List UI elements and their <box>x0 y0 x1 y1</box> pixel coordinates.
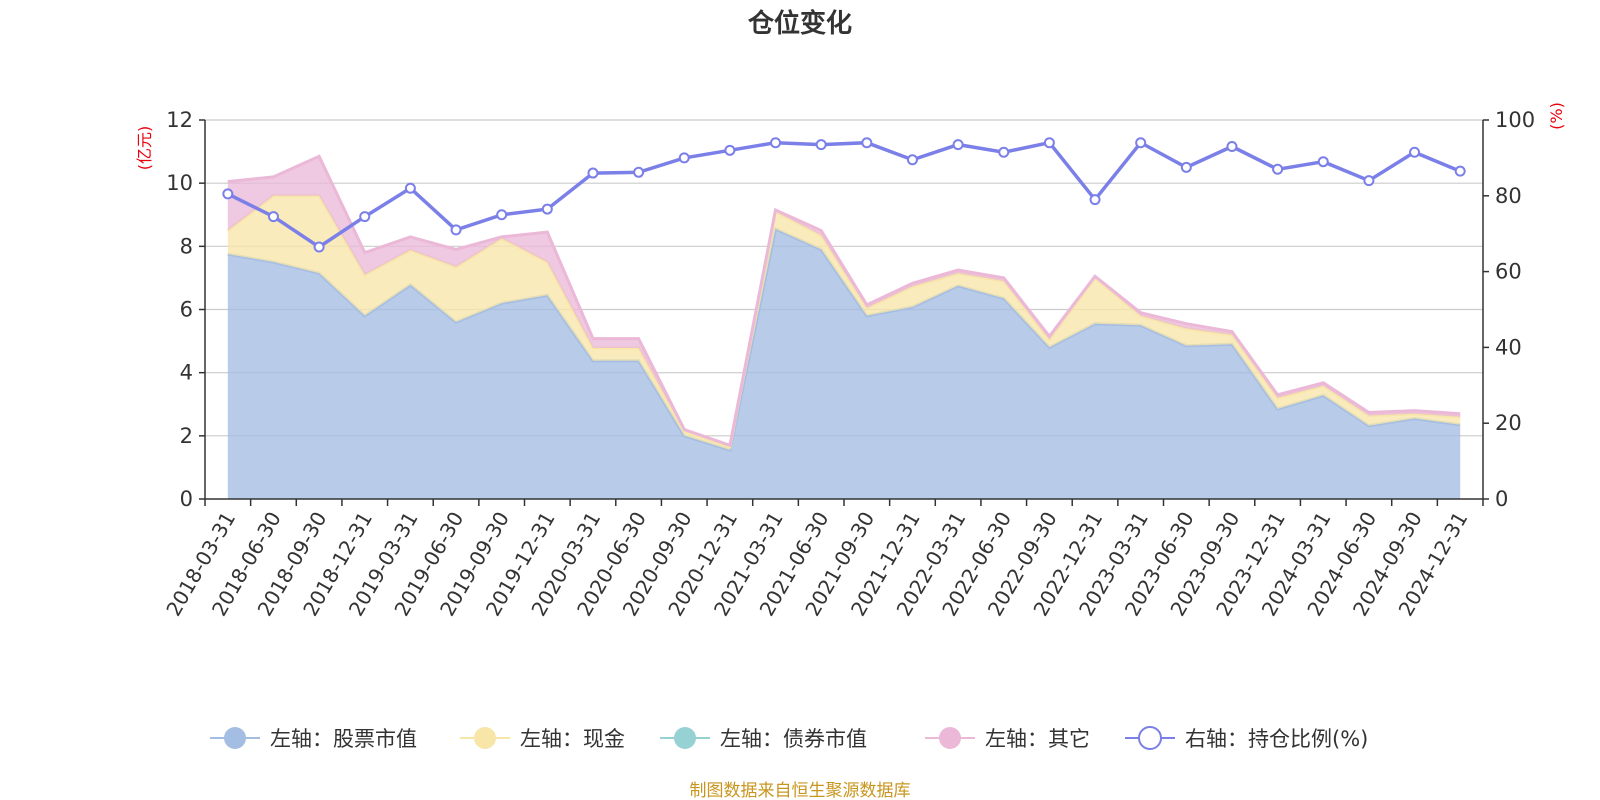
ratio-point <box>952 139 964 151</box>
right-tick-label: 100 <box>1495 108 1535 132</box>
legend-item-2: 左轴：债券市值 <box>660 727 867 751</box>
legend-marker <box>224 727 246 749</box>
legend-marker <box>1138 726 1162 750</box>
ratio-point <box>1317 156 1329 168</box>
ratio-point <box>1089 194 1101 206</box>
source-note: 制图数据来自恒生聚源数据库 <box>690 781 911 800</box>
ratio-point <box>222 188 234 200</box>
legend-marker <box>939 727 961 749</box>
legend-label: 左轴：债券市值 <box>720 727 867 751</box>
ratio-point <box>998 146 1010 158</box>
legend-label: 左轴：现金 <box>520 727 625 751</box>
ratio-point <box>359 211 371 223</box>
left-tick-label: 4 <box>180 361 193 385</box>
right-tick-label: 20 <box>1495 411 1522 435</box>
legend-item-3: 左轴：其它 <box>925 727 1090 751</box>
ratio-point <box>861 137 873 149</box>
ratio-point <box>633 166 645 178</box>
left-tick-label: 8 <box>180 234 193 258</box>
legend-marker <box>474 727 496 749</box>
left-tick-label: 6 <box>180 298 193 322</box>
ratio-point <box>906 154 918 166</box>
right-axis-unit: (%) <box>1547 102 1566 130</box>
stacked-areas <box>226 154 1461 499</box>
ratio-point <box>1226 141 1238 153</box>
ratio-point <box>678 152 690 164</box>
legend-label: 左轴：股票市值 <box>270 727 417 751</box>
right-tick-label: 0 <box>1495 487 1508 511</box>
ratio-point <box>724 144 736 156</box>
right-tick-label: 80 <box>1495 184 1522 208</box>
ratio-point <box>313 241 325 253</box>
ratio-point <box>450 224 462 236</box>
ratio-point <box>1409 146 1421 158</box>
right-tick-label: 40 <box>1495 335 1522 359</box>
legend-item-0: 左轴：股票市值 <box>210 727 417 751</box>
legend-item-4: 右轴：持仓比例(%) <box>1125 726 1368 751</box>
ratio-point <box>404 182 416 194</box>
right-tick-label: 60 <box>1495 260 1522 284</box>
area-edge-series-3 <box>227 154 1461 448</box>
ratio-point <box>267 211 279 223</box>
left-tick-label: 2 <box>180 424 193 448</box>
legend-marker <box>674 727 696 749</box>
ratio-point <box>587 167 599 179</box>
ratio-point <box>770 137 782 149</box>
legend-label: 左轴：其它 <box>985 727 1090 751</box>
left-tick-label: 12 <box>166 108 193 132</box>
ratio-line-path <box>227 140 1461 250</box>
ratio-point <box>1043 137 1055 149</box>
ratio-point <box>1180 161 1192 173</box>
ratio-point <box>1135 137 1147 149</box>
left-tick-label: 0 <box>180 487 193 511</box>
ratio-point <box>541 203 553 215</box>
legend-item-1: 左轴：现金 <box>460 727 625 751</box>
area-series-1 <box>227 195 1461 450</box>
legend-label: 右轴：持仓比例(%) <box>1185 727 1368 751</box>
ratio-point <box>1454 165 1466 177</box>
ratio-point <box>1363 175 1375 187</box>
area-series-0 <box>227 229 1461 499</box>
chart-title: 仓位变化 <box>747 8 852 39</box>
position-ratio-line <box>222 137 1466 253</box>
ratio-point <box>496 209 508 221</box>
ratio-point <box>815 139 827 151</box>
left-axis-unit: (亿元) <box>135 126 154 171</box>
ratio-point <box>1272 163 1284 175</box>
legend: 左轴：股票市值 左轴：现金 左轴：债券市值 左轴：其它 右轴：持仓比例(%) <box>210 726 1368 751</box>
left-tick-label: 10 <box>166 171 193 195</box>
